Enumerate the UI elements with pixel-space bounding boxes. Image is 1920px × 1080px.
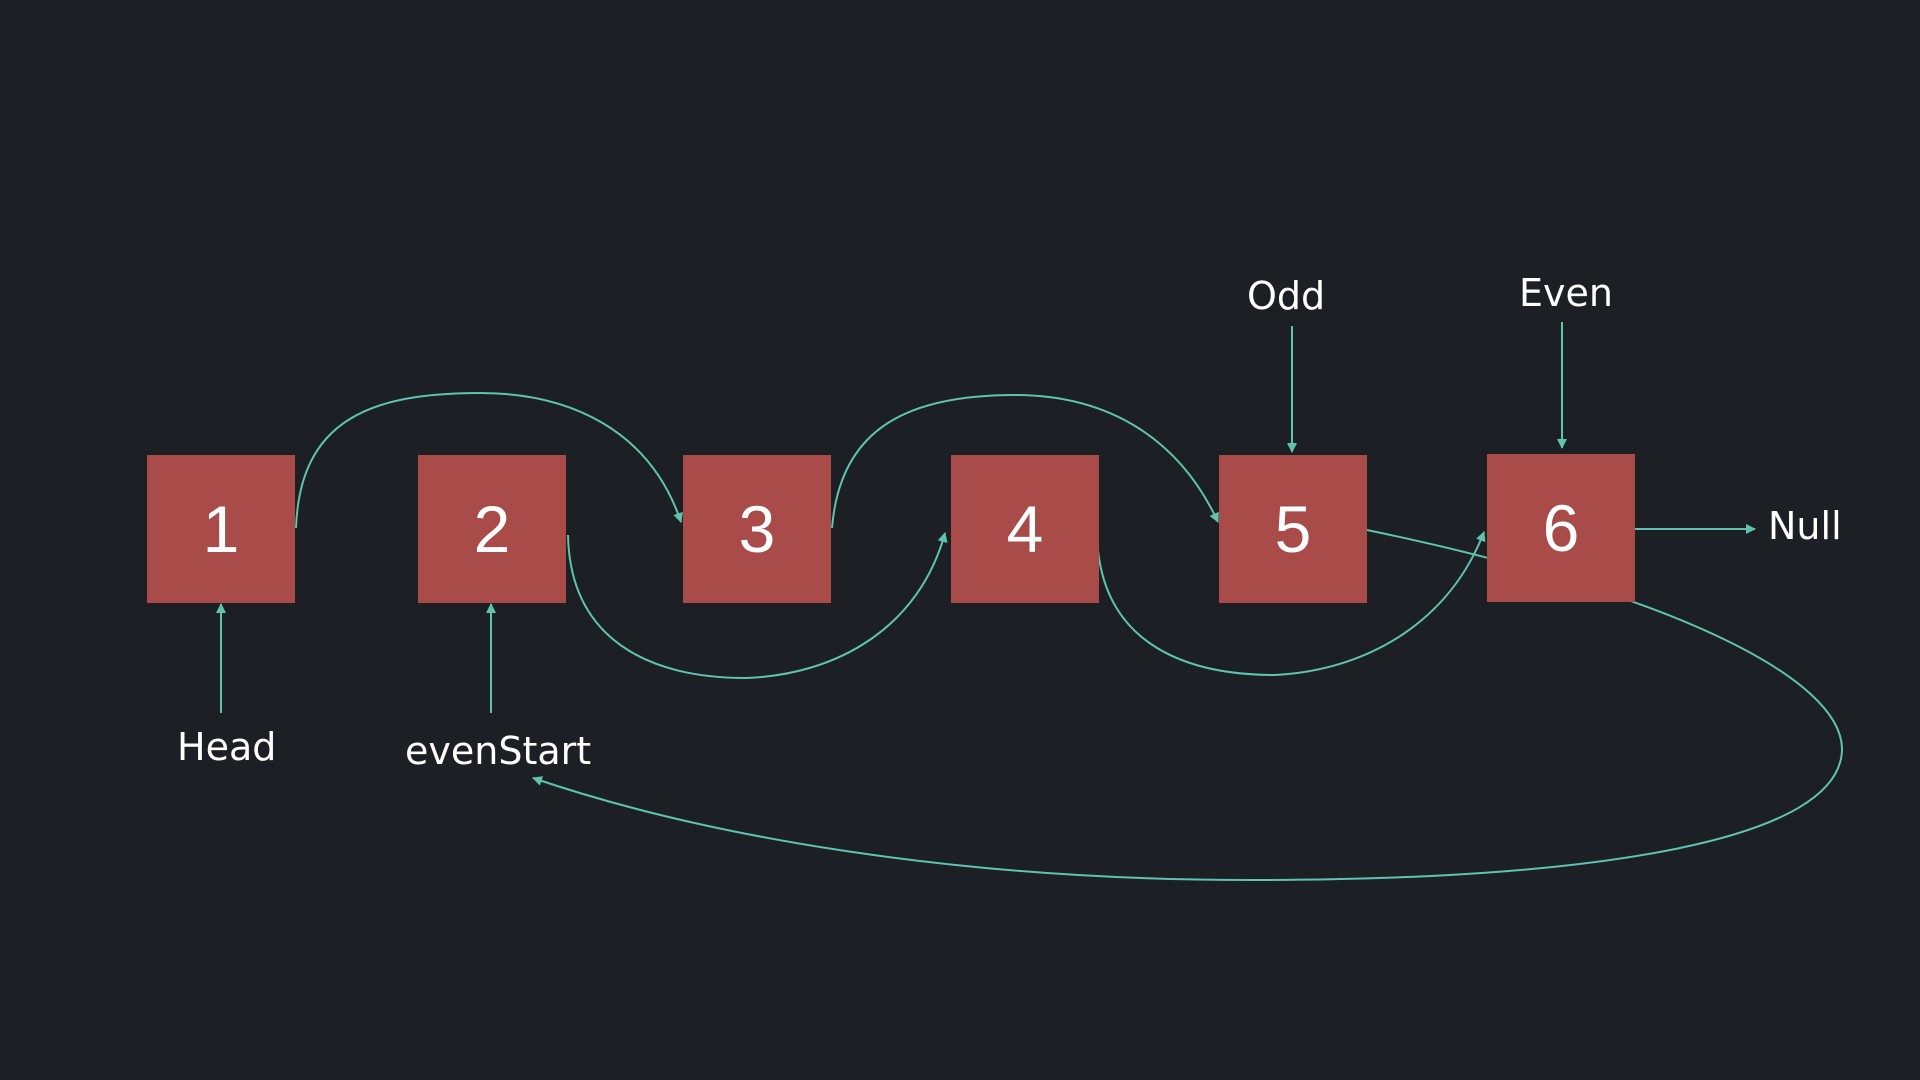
list-node-1: 1 [147, 455, 295, 603]
even-pointer-label: Even [1519, 271, 1613, 315]
null-label: Null [1768, 504, 1842, 548]
list-node-4: 4 [951, 455, 1099, 603]
list-node-2: 2 [418, 455, 566, 603]
link-2-to-4-arrow [567, 532, 948, 680]
link-1-to-3-arrow [295, 391, 683, 529]
head-label: Head [177, 725, 277, 769]
list-node-5: 5 [1219, 455, 1367, 603]
list-node-3: 3 [683, 455, 831, 603]
evenstart-label: evenStart [405, 729, 592, 773]
link-4-to-6-arrow [1096, 531, 1486, 677]
list-node-6: 6 [1487, 454, 1635, 602]
link-5-to-evenstart-arrow [532, 529, 1844, 882]
odd-pointer-label: Odd [1247, 274, 1326, 318]
link-3-to-5-arrow [831, 393, 1219, 529]
